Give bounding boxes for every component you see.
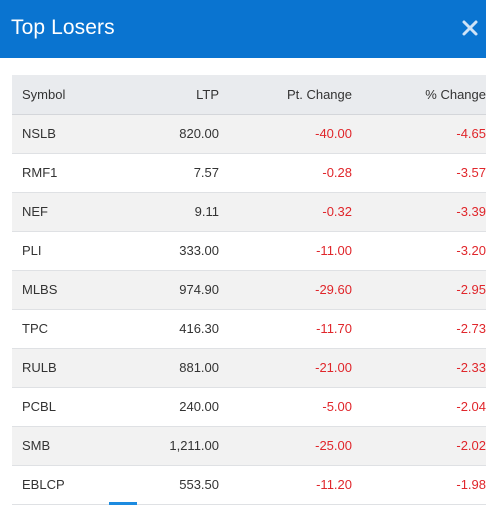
cell-pt-change: -11.20 xyxy=(229,465,362,505)
column-header-ltp[interactable]: LTP xyxy=(118,75,229,115)
table-body: NSLB 820.00 -40.00 -4.65 RMF1 7.57 -0.28 -3.57 N… xyxy=(12,114,486,505)
cell-pct-change: -4.65 xyxy=(362,114,486,154)
cell-ltp: 416.30 xyxy=(118,309,229,349)
scroll-indicator[interactable] xyxy=(109,502,137,505)
table-header-row: Symbol LTP Pt. Change % Change xyxy=(12,75,486,115)
column-header-pct-change[interactable]: % Change xyxy=(362,75,486,115)
cell-ltp: 1,211.00 xyxy=(118,426,229,466)
cell-pct-change: -1.98 xyxy=(362,465,486,505)
cell-ltp: 820.00 xyxy=(118,114,229,154)
modal-title: Top Losers xyxy=(11,16,115,39)
cell-pct-change: -2.33 xyxy=(362,348,486,388)
close-button[interactable] xyxy=(460,16,480,40)
cell-pt-change: -40.00 xyxy=(229,114,362,154)
table-row[interactable]: TPC 416.30 -11.70 -2.73 xyxy=(12,309,486,349)
cell-symbol: MLBS xyxy=(12,270,118,310)
cell-symbol: PCBL xyxy=(12,387,118,427)
cell-pct-change: -2.02 xyxy=(362,426,486,466)
cell-pt-change: -29.60 xyxy=(229,270,362,310)
cell-ltp: 333.00 xyxy=(118,231,229,271)
cell-pt-change: -11.70 xyxy=(229,309,362,349)
cell-pct-change: -2.04 xyxy=(362,387,486,427)
cell-ltp: 7.57 xyxy=(118,153,229,193)
column-header-pt-change[interactable]: Pt. Change xyxy=(229,75,362,115)
cell-pt-change: -0.28 xyxy=(229,153,362,193)
cell-pct-change: -3.57 xyxy=(362,153,486,193)
cell-symbol: SMB xyxy=(12,426,118,466)
cell-ltp: 553.50 xyxy=(118,465,229,505)
table-row[interactable]: PCBL 240.00 -5.00 -2.04 xyxy=(12,387,486,427)
cell-symbol: PLI xyxy=(12,231,118,271)
cell-pt-change: -21.00 xyxy=(229,348,362,388)
cell-symbol: TPC xyxy=(12,309,118,349)
cell-pt-change: -11.00 xyxy=(229,231,362,271)
table-row[interactable]: SMB 1,211.00 -25.00 -2.02 xyxy=(12,426,486,466)
cell-ltp: 240.00 xyxy=(118,387,229,427)
table-row[interactable]: PLI 333.00 -11.00 -3.20 xyxy=(12,231,486,271)
cell-symbol: NSLB xyxy=(12,114,118,154)
cell-pct-change: -3.20 xyxy=(362,231,486,271)
close-icon[interactable] xyxy=(460,16,480,40)
top-losers-table-container: Symbol LTP Pt. Change % Change NSLB 820.0… xyxy=(12,75,486,505)
cell-ltp: 9.11 xyxy=(118,192,229,232)
cell-pt-change: -0.32 xyxy=(229,192,362,232)
table-row[interactable]: EBLCP 553.50 -11.20 -1.98 xyxy=(12,465,486,505)
cell-pct-change: -2.95 xyxy=(362,270,486,310)
cell-ltp: 881.00 xyxy=(118,348,229,388)
table-row[interactable]: RULB 881.00 -21.00 -2.33 xyxy=(12,348,486,388)
table-row[interactable]: MLBS 974.90 -29.60 -2.95 xyxy=(12,270,486,310)
modal-header: Top Losers xyxy=(0,0,486,58)
cell-ltp: 974.90 xyxy=(118,270,229,310)
cell-symbol: NEF xyxy=(12,192,118,232)
cell-symbol: RMF1 xyxy=(12,153,118,193)
table-row[interactable]: NEF 9.11 -0.32 -3.39 xyxy=(12,192,486,232)
cell-pt-change: -25.00 xyxy=(229,426,362,466)
table-row[interactable]: NSLB 820.00 -40.00 -4.65 xyxy=(12,114,486,154)
table-row[interactable]: RMF1 7.57 -0.28 -3.57 xyxy=(12,153,486,193)
column-header-symbol[interactable]: Symbol xyxy=(12,75,118,115)
cell-symbol: EBLCP xyxy=(12,465,118,505)
cell-pct-change: -3.39 xyxy=(362,192,486,232)
top-losers-table: Symbol LTP Pt. Change % Change NSLB 820.0… xyxy=(12,75,486,505)
cell-symbol: RULB xyxy=(12,348,118,388)
cell-pct-change: -2.73 xyxy=(362,309,486,349)
cell-pt-change: -5.00 xyxy=(229,387,362,427)
